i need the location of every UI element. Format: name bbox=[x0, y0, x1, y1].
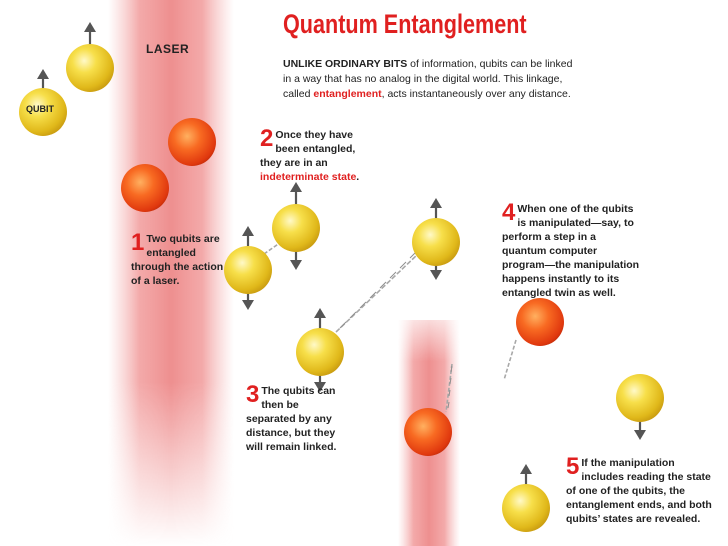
step-text: If the manipulation includes reading the… bbox=[566, 457, 712, 525]
qubit-indeterminate bbox=[404, 408, 452, 456]
spin-arrows bbox=[37, 22, 646, 486]
step-text: Once they have been entangled, they are … bbox=[260, 129, 356, 169]
step-5: 5 If the manipulation includes reading th… bbox=[566, 453, 716, 526]
step-number: 1 bbox=[131, 229, 145, 256]
qubit-yellow bbox=[224, 246, 272, 294]
step-2: 2 Once they have been entangled, they are… bbox=[260, 125, 372, 184]
qubit-yellow bbox=[296, 328, 344, 376]
qubit-yellow bbox=[502, 484, 550, 532]
qubit-indeterminate bbox=[516, 298, 564, 346]
intro-text-1: of information, qubits can be linked in … bbox=[283, 58, 573, 100]
intro-text-2: , acts instantaneously over any distance… bbox=[381, 88, 571, 100]
orange-qubits bbox=[121, 118, 564, 456]
step-text: The qubits can then be separated by any … bbox=[246, 385, 337, 453]
qubit-yellow bbox=[272, 204, 320, 252]
qubit-yellow bbox=[412, 218, 460, 266]
step-number: 4 bbox=[502, 199, 516, 226]
intro-lead: UNLIKE ORDINARY BITS bbox=[283, 58, 408, 70]
page-title: Quantum Entanglement bbox=[283, 9, 527, 39]
intro-paragraph: UNLIKE ORDINARY BITS of information, qub… bbox=[283, 57, 583, 102]
step-number: 3 bbox=[246, 381, 260, 408]
yellow-qubits bbox=[19, 44, 664, 532]
chain-links bbox=[339, 251, 453, 409]
qubit-label: QUBIT bbox=[26, 104, 54, 114]
qubit-indeterminate bbox=[168, 118, 216, 166]
step-highlight: indeterminate state bbox=[260, 171, 357, 183]
qubit-yellow bbox=[19, 88, 67, 136]
step-number: 5 bbox=[566, 453, 580, 480]
step-text: When one of the qubits is manipulated—sa… bbox=[502, 203, 640, 299]
step-text-end: . bbox=[356, 171, 360, 183]
qubit-yellow bbox=[66, 44, 114, 92]
laser-beam bbox=[108, 0, 234, 546]
step-3: 3 The qubits can then be separated by any… bbox=[246, 381, 340, 454]
step-number: 2 bbox=[260, 125, 274, 152]
laser-label: LASER bbox=[146, 42, 190, 56]
intro-highlight: entanglement bbox=[313, 88, 382, 100]
step-4: 4 When one of the qubits is manipulated—s… bbox=[502, 199, 642, 300]
step-1: 1 Two qubits are entangled through the ac… bbox=[131, 229, 231, 288]
qubit-yellow bbox=[616, 374, 664, 422]
step-text: Two qubits are entangled through the act… bbox=[131, 233, 224, 287]
qubit-indeterminate bbox=[121, 164, 169, 212]
